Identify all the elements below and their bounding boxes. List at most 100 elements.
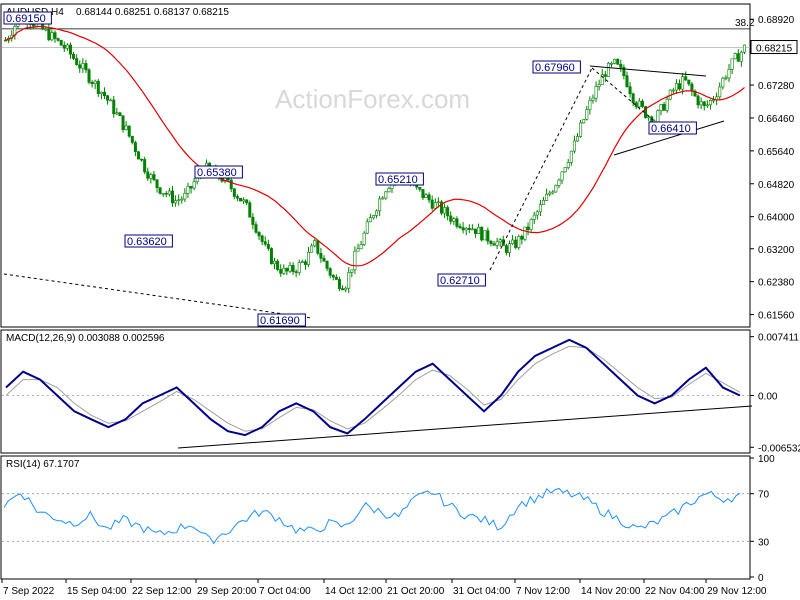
- candle-body: [446, 207, 450, 217]
- x-tick-label: 7 Oct 04:00: [259, 586, 311, 597]
- candle-body: [269, 248, 273, 265]
- price-tick-label: 0.68920: [758, 15, 795, 26]
- candle-body: [563, 167, 567, 173]
- candle-body: [53, 32, 57, 39]
- x-tick-label: 14 Oct 12:00: [325, 586, 383, 597]
- candle-body: [133, 142, 137, 153]
- candle-body: [158, 187, 162, 194]
- price-annotation-label: 0.61690: [260, 315, 300, 327]
- candle-body: [507, 243, 511, 253]
- x-tick-label: 29 Sep 20:00: [197, 586, 257, 597]
- price-annotation-label: 0.65210: [378, 174, 418, 186]
- candle-body: [727, 69, 731, 79]
- rsi-title: RSI(14) 67.1707: [6, 459, 80, 470]
- candle-body: [136, 151, 140, 160]
- candle-body: [708, 100, 712, 106]
- price-tick-label: 0.64820: [758, 180, 795, 191]
- candle-body: [177, 199, 181, 202]
- candle-body: [418, 186, 422, 190]
- candle-body: [656, 110, 660, 123]
- price-annotation-box: [257, 313, 306, 327]
- candle-body: [282, 267, 286, 274]
- price-annotation-label: 0.66410: [651, 123, 691, 135]
- candle-body: [313, 240, 317, 247]
- candle-body: [337, 279, 341, 289]
- price-annotation-box: [532, 60, 581, 74]
- price-annotation-box: [3, 11, 52, 25]
- candle-body: [170, 190, 174, 204]
- candle-body: [687, 79, 691, 85]
- candle-body: [569, 150, 573, 163]
- candle-body: [421, 189, 425, 198]
- long-term-dashed-trendline: [3, 273, 313, 319]
- candle-body: [242, 199, 246, 202]
- candle-body: [582, 119, 586, 124]
- candle-body: [622, 67, 626, 76]
- candle-body: [619, 63, 623, 68]
- candle-body: [356, 248, 360, 252]
- triangle-upper-line: [589, 65, 707, 77]
- candle-body: [699, 101, 703, 106]
- candle-body: [529, 219, 533, 231]
- candle-body: [325, 260, 329, 269]
- candle-body: [149, 174, 153, 179]
- candle-body: [344, 287, 348, 291]
- candle-body: [504, 245, 508, 253]
- candle-body: [588, 100, 592, 110]
- candle-body: [152, 174, 156, 181]
- candle-body: [535, 211, 539, 216]
- price-axis: 0.68920 0.67280 0.66460 0.65640 0.64820 0.640…: [2, 15, 798, 322]
- rsi-tick-label: 0: [758, 573, 764, 584]
- candle-body: [319, 252, 323, 259]
- macd-line: [5, 338, 741, 437]
- candle-body: [724, 77, 728, 80]
- candle-body: [572, 140, 576, 152]
- candle-body: [365, 221, 369, 234]
- candle-body: [273, 260, 277, 265]
- x-tick-label: 21 Oct 20:00: [387, 586, 445, 597]
- price-annotation-box: [648, 121, 697, 135]
- candle-body: [458, 226, 462, 228]
- moving-average-line: [5, 25, 745, 267]
- candle-body: [495, 241, 499, 246]
- triangle-lower-line: [613, 120, 725, 156]
- candle-body: [285, 267, 289, 272]
- candle-body: [566, 162, 570, 168]
- candle-body: [328, 268, 332, 276]
- candle-body: [674, 83, 678, 91]
- candle-body: [436, 201, 440, 204]
- candle-body: [610, 62, 614, 65]
- candle-body: [121, 115, 125, 130]
- price-tick-label: 0.63200: [758, 245, 795, 256]
- price-annotation-box: [194, 165, 243, 179]
- falling-dashed-trendline: [591, 67, 666, 131]
- candle-body: [492, 243, 496, 246]
- candle-body: [541, 200, 545, 205]
- candle-body: [303, 261, 307, 265]
- price-annotation-label: 0.62710: [440, 275, 480, 287]
- candle-body: [560, 171, 564, 181]
- rsi-panel-frame: [0, 455, 751, 580]
- candle-body: [532, 214, 536, 220]
- candle-body: [514, 239, 518, 248]
- candle-body: [631, 93, 635, 104]
- candle-body: [279, 269, 283, 274]
- candle-body: [130, 135, 134, 143]
- candle-body: [678, 83, 682, 90]
- candle-body: [375, 210, 379, 216]
- candle-body: [235, 196, 239, 199]
- candle-body: [106, 95, 110, 101]
- candle-body: [628, 86, 632, 95]
- candle-body: [486, 230, 490, 242]
- macd-trendline: [177, 405, 753, 449]
- candle-body: [161, 192, 165, 195]
- candle-body: [520, 236, 524, 240]
- candle-body: [316, 240, 320, 254]
- price-tick-label: 0.61560: [758, 311, 795, 322]
- candle-body: [155, 179, 159, 188]
- price-annotation-label: 0.69150: [6, 13, 46, 25]
- candle-body: [464, 227, 468, 231]
- candle-body: [341, 288, 345, 291]
- candle-body: [597, 84, 601, 87]
- candle-body: [739, 51, 743, 62]
